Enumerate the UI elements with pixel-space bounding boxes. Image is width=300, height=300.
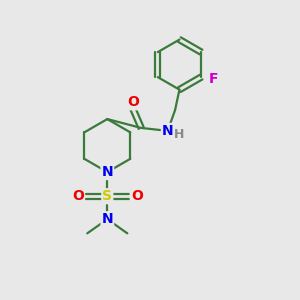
Text: N: N <box>162 124 173 138</box>
Text: H: H <box>174 128 184 141</box>
Text: O: O <box>131 189 143 203</box>
Text: S: S <box>102 189 112 203</box>
Text: O: O <box>127 95 139 109</box>
Text: N: N <box>101 165 113 179</box>
Text: O: O <box>72 189 84 203</box>
Text: N: N <box>101 212 113 226</box>
Text: F: F <box>209 72 218 86</box>
